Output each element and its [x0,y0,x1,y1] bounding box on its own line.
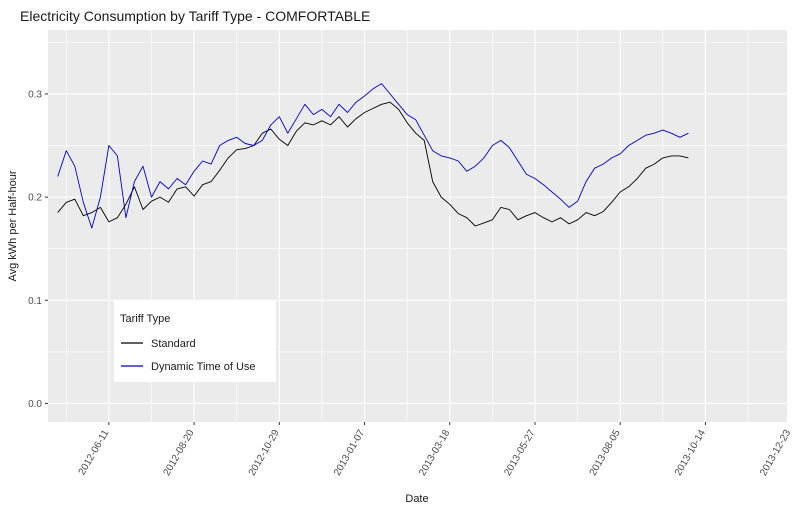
x-tick-label: 2012-08-20 [162,428,197,478]
y-tick-label: 0.3 [28,89,42,100]
legend-label-standard: Standard [151,338,196,350]
legend-title: Tariff Type [120,313,170,325]
series-line-dynamic-time-of-use [57,83,689,229]
x-tick-label: 2012-06-11 [77,428,112,478]
x-axis-title: Date [405,493,428,505]
series-line-standard [57,101,689,227]
legend-background [114,300,276,382]
y-tick-label: 0.0 [28,399,42,410]
x-tick-label: 2013-12-23 [758,428,793,478]
x-tick-label: 2013-08-05 [588,428,623,478]
y-axis: 0.0 0.1 0.2 0.3 [28,89,48,410]
x-tick-label: 2013-03-18 [417,428,452,478]
x-tick-label: 2012-10-29 [247,428,282,478]
x-tick-label: 2013-10-14 [673,428,708,478]
y-tick-label: 0.2 [28,193,42,204]
legend-label-dynamic: Dynamic Time of Use [151,361,256,373]
legend: Tariff Type Standard Dynamic Time of Use [114,300,276,382]
y-tick-label: 0.1 [28,296,42,307]
x-tick-label: 2013-05-27 [502,428,537,478]
y-axis-title: Avg kWh per Half-hour [7,170,19,281]
x-axis: 2012-06-11 2012-08-20 2012-10-29 2013-01-07… [77,422,793,478]
minor-gridlines [48,30,787,422]
chart-title: Electricity Consumption by Tariff Type -… [20,8,370,24]
x-tick-label: 2013-01-07 [332,428,367,478]
series-layer [57,83,689,229]
